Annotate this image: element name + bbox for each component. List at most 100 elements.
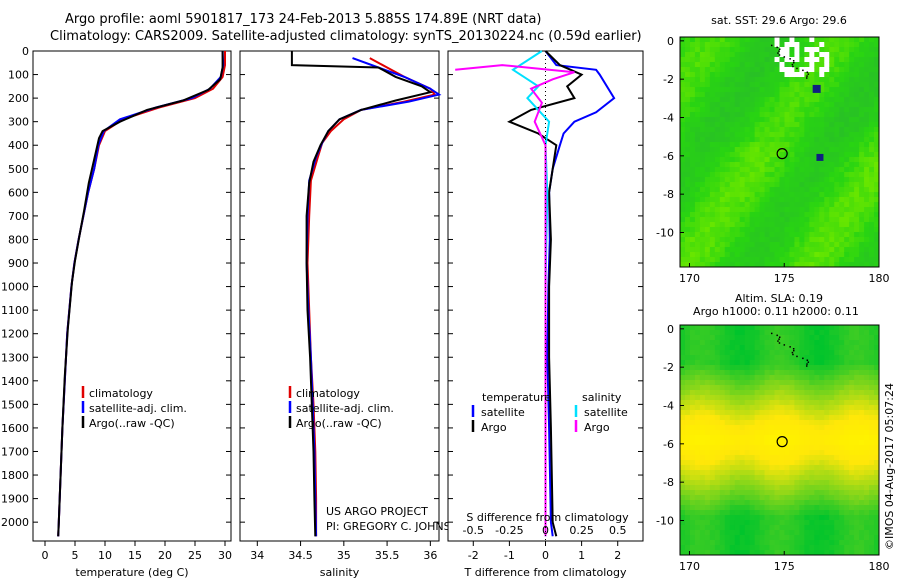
map-cell [709, 62, 716, 68]
map-cell [799, 520, 805, 526]
map-cell [839, 325, 845, 331]
map-cell [854, 535, 860, 541]
map-cell [774, 92, 780, 98]
map-cell [804, 47, 810, 53]
map-cell [844, 82, 850, 88]
map-cell [794, 207, 800, 213]
map-cell [779, 192, 785, 198]
map-cell [719, 340, 726, 346]
map-cell [799, 330, 805, 336]
map-cell [829, 257, 835, 263]
map-cell [719, 345, 726, 351]
map-cell [824, 520, 830, 526]
map-cell [874, 475, 879, 481]
map-cell [809, 142, 815, 148]
map-cell [784, 187, 790, 193]
map-cell [779, 425, 785, 431]
map-cell [749, 72, 756, 78]
map-cell [859, 117, 865, 123]
map-cell [724, 147, 731, 153]
map-cell [764, 262, 770, 267]
map-cell [684, 445, 691, 451]
map-cell [779, 42, 785, 48]
map-cell [794, 227, 800, 233]
map-cell [714, 360, 721, 366]
map-cell [824, 217, 830, 223]
map-cell [719, 510, 726, 516]
map-cell [829, 485, 835, 491]
map-cell [734, 385, 741, 391]
map-cell [839, 405, 845, 411]
map-cell [859, 355, 865, 361]
map-cell [694, 370, 701, 376]
island-dot [792, 60, 795, 62]
map-cell [799, 550, 805, 555]
map-cell [769, 187, 775, 193]
map-cell [829, 217, 835, 223]
map-cell [814, 212, 820, 218]
map-cell [799, 202, 805, 208]
map-cell [680, 147, 686, 153]
map-cell [804, 550, 810, 555]
map-cell [804, 360, 810, 366]
map-cell [824, 92, 830, 98]
island-dot [792, 353, 794, 356]
map-cell [804, 365, 810, 371]
map-cell [829, 450, 835, 456]
map-cell [749, 520, 756, 526]
map-cell [799, 485, 805, 491]
map-cell [814, 545, 820, 551]
map-cell [719, 455, 726, 461]
map-cell [819, 500, 825, 506]
map-cell [699, 510, 706, 516]
map-cell [680, 520, 686, 526]
map-cell [759, 42, 765, 48]
map-cell [844, 137, 850, 143]
map-cell [699, 495, 706, 501]
map-cell [844, 450, 850, 456]
map-cell [849, 455, 855, 461]
map-cell [769, 212, 775, 218]
map-cell [844, 375, 850, 381]
map-cell [759, 167, 765, 173]
map-cell [839, 42, 845, 48]
map-cell [859, 340, 865, 346]
map-cell [829, 530, 835, 536]
map-cell [854, 207, 860, 213]
map-cell [754, 495, 761, 501]
map-cell [704, 112, 711, 118]
map-cell [839, 335, 845, 341]
map-cell [719, 132, 726, 138]
map-cell [784, 535, 790, 541]
map-cell [699, 47, 706, 53]
map-cell [749, 147, 756, 153]
map-cell [759, 217, 765, 223]
map-cell [714, 112, 721, 118]
map-cell [764, 330, 770, 336]
map-cell [744, 440, 751, 446]
map-cell [719, 227, 726, 233]
map-cell [794, 257, 800, 263]
map-cell [799, 390, 805, 396]
map-cell [704, 385, 711, 391]
y-tick-label: 1000 [1, 281, 29, 294]
map-cell [874, 465, 879, 471]
map-cell [699, 107, 706, 113]
map-cell [734, 550, 741, 555]
map-cell [839, 535, 845, 541]
map-cell [854, 117, 860, 123]
map-cell [824, 550, 830, 555]
map-cell [764, 207, 770, 213]
map-cell [680, 345, 686, 351]
map-cell [769, 500, 775, 506]
map-cell [789, 112, 795, 118]
map-cell [799, 445, 805, 451]
map-cell [784, 112, 790, 118]
map-cell [724, 380, 731, 386]
map-cell [739, 157, 746, 163]
map-cell [864, 157, 870, 163]
map-cell [714, 330, 721, 336]
map-cell [864, 410, 870, 416]
map-cell [764, 162, 770, 168]
x-tick-label: 20 [158, 549, 172, 562]
